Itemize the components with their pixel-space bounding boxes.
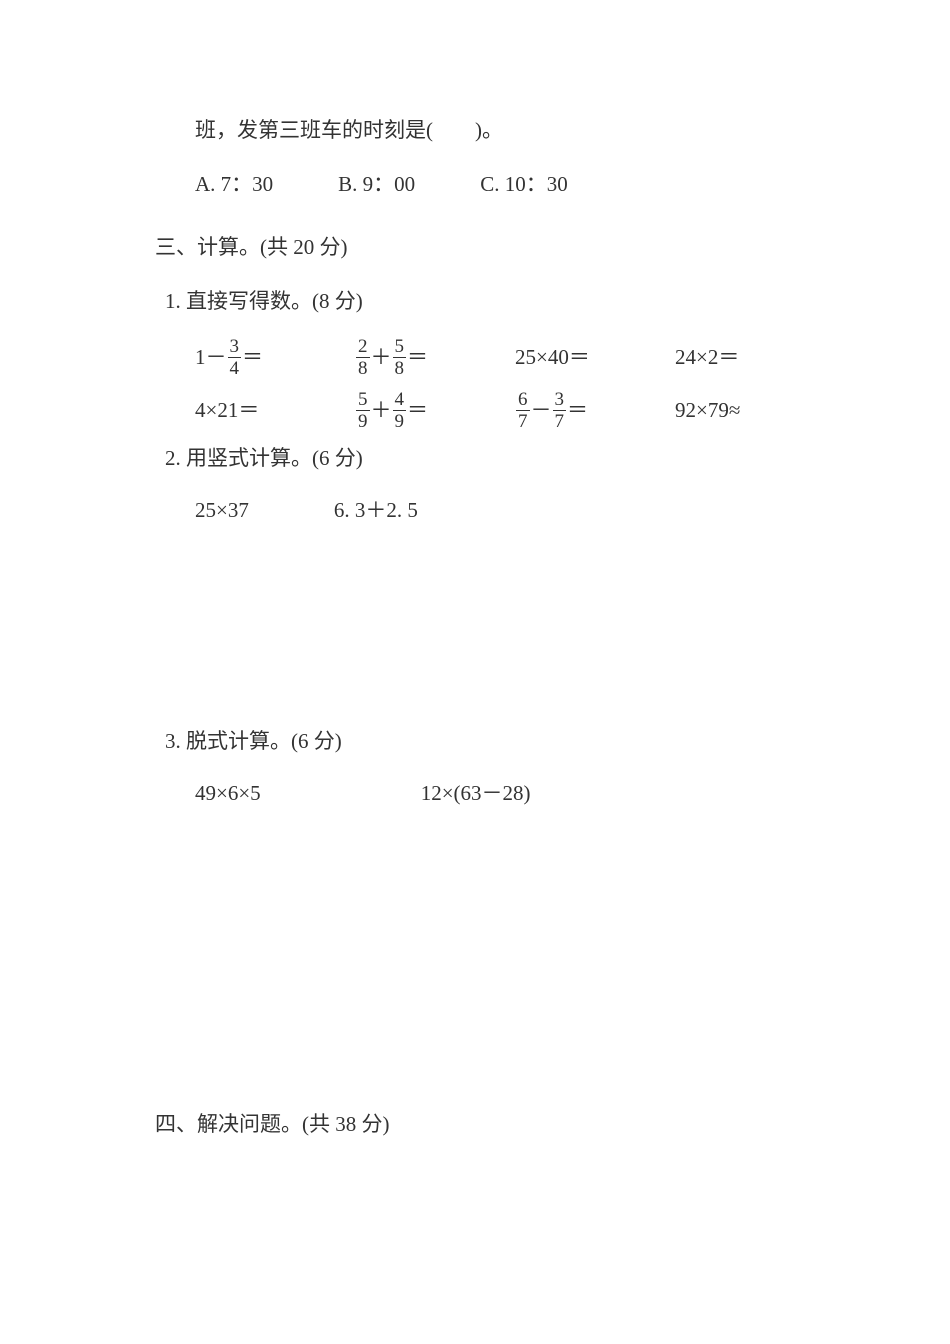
operator: －: [531, 395, 552, 427]
fraction: 34: [228, 337, 242, 378]
numerator: 6: [516, 390, 530, 410]
calc-item-1-1: 1－34＝: [195, 337, 305, 378]
text: ＝: [407, 342, 428, 374]
text: ＝: [567, 395, 588, 427]
calc-item-1-2: 28＋58＝: [355, 337, 465, 378]
subsection-3-title: 3. 脱式计算。(6 分): [155, 726, 805, 758]
text: 1－: [195, 342, 227, 374]
numerator: 3: [553, 390, 567, 410]
calc-item-2-2: 59＋49＝: [355, 390, 465, 431]
section-3-title: 三、计算。(共 20 分): [155, 232, 805, 264]
denominator: 7: [516, 410, 530, 431]
step-calc-row: 49×6×5 12×(63－28): [155, 778, 805, 810]
operator: ＋: [371, 342, 392, 374]
numerator: 2: [356, 337, 370, 357]
step-calc-b: 12×(63－28): [421, 778, 531, 810]
fraction: 67: [516, 390, 530, 431]
denominator: 9: [393, 410, 407, 431]
fraction: 37: [553, 390, 567, 431]
numerator: 5: [356, 390, 370, 410]
fraction: 58: [393, 337, 407, 378]
calc-item-1-3: 25×40＝: [515, 342, 625, 374]
vertical-calc-row: 25×37 6. 3＋2. 5: [155, 495, 805, 527]
section-4-title: 四、解决问题。(共 38 分): [155, 1109, 805, 1141]
bus-choices: A. 7：30 B. 9：00 C. 10：30: [155, 169, 805, 201]
denominator: 4: [228, 357, 242, 378]
text: ＝: [242, 342, 263, 374]
fraction: 49: [393, 390, 407, 431]
step-calc-a: 49×6×5: [195, 778, 261, 810]
denominator: 7: [553, 410, 567, 431]
numerator: 3: [228, 337, 242, 357]
choice-b: B. 9：00: [338, 169, 415, 201]
mental-calc-row-1: 1－34＝ 28＋58＝ 25×40＝ 24×2＝: [155, 337, 805, 378]
denominator: 8: [393, 357, 407, 378]
text: ＝: [407, 395, 428, 427]
subsection-2-title: 2. 用竖式计算。(6 分): [155, 443, 805, 475]
denominator: 8: [356, 357, 370, 378]
numerator: 5: [393, 337, 407, 357]
operator: ＋: [371, 395, 392, 427]
denominator: 9: [356, 410, 370, 431]
subsection-1-title: 1. 直接写得数。(8 分): [155, 286, 805, 318]
mental-calc-row-2: 4×21＝ 59＋49＝ 67－37＝ 92×79≈: [155, 390, 805, 431]
vertical-calc-b: 6. 3＋2. 5: [334, 495, 418, 527]
fraction: 59: [356, 390, 370, 431]
calc-item-2-1: 4×21＝: [195, 395, 305, 427]
calc-item-2-3: 67－37＝: [515, 390, 625, 431]
calc-item-1-4: 24×2＝: [675, 342, 785, 374]
choice-a: A. 7：30: [195, 169, 273, 201]
calc-item-2-4: 92×79≈: [675, 395, 785, 427]
vertical-calc-a: 25×37: [195, 495, 249, 527]
choice-c: C. 10：30: [480, 169, 568, 201]
fraction: 28: [356, 337, 370, 378]
continued-problem-text: 班，发第三班车的时刻是( )。: [155, 115, 805, 147]
numerator: 4: [393, 390, 407, 410]
